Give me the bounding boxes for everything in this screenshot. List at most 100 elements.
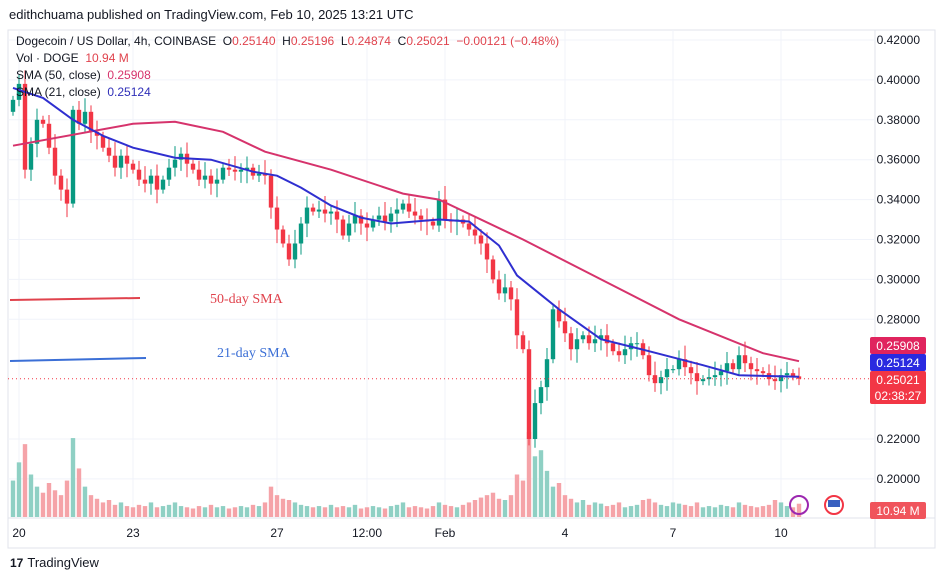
candle-body [484, 243, 490, 260]
volume-bar [118, 502, 124, 517]
candle-body [712, 375, 718, 378]
candle-body [604, 335, 610, 344]
candle-body [466, 223, 472, 230]
last-price-label: 0.25021 [876, 373, 920, 387]
volume-bar [520, 480, 526, 517]
volume-bar [730, 507, 736, 517]
volume-bar [46, 483, 52, 517]
candle-body [658, 377, 664, 384]
candle-body [694, 373, 700, 382]
volume-bar [16, 462, 22, 517]
volume-bar [220, 506, 226, 517]
volume-bar [454, 507, 460, 517]
candle-body [34, 119, 40, 144]
candle-body [352, 215, 358, 224]
volume-bar [34, 486, 40, 517]
change-value: −0.00121 (−0.48%) [456, 34, 560, 48]
x-tick-label: Feb [435, 526, 456, 540]
candle-body [388, 213, 394, 222]
candle-body [16, 83, 22, 100]
volume-bar [376, 507, 382, 517]
high-label: H [282, 34, 291, 48]
sma50-annotation-text: 50-day SMA [210, 292, 284, 307]
volume-bar [562, 495, 568, 517]
volume-bar [112, 504, 118, 517]
candle-body [28, 143, 34, 170]
volume-bar [370, 506, 376, 517]
candle-body [232, 169, 238, 172]
candle-body [118, 155, 124, 168]
volume-bar [142, 506, 148, 517]
candle-body [478, 235, 484, 244]
candle-body [226, 167, 232, 170]
volume-bar [358, 508, 364, 517]
volume-bar [100, 502, 106, 517]
volume-bar [106, 500, 112, 517]
candle-body [550, 309, 556, 360]
volume-bar [262, 502, 268, 517]
volume-bar [226, 508, 232, 517]
volume-bar [94, 498, 100, 517]
volume-bar [592, 502, 598, 517]
volume-legend: Vol · DOGE 10.94 M [16, 51, 129, 65]
candle-body [562, 321, 568, 334]
volume-bar [436, 502, 442, 517]
candle-body [256, 173, 262, 176]
sma50-line [12, 120, 800, 363]
volume-bar [184, 507, 190, 517]
candle-body [64, 189, 70, 204]
candle-body [70, 109, 76, 204]
candle-body [340, 219, 346, 236]
volume-bar [646, 498, 652, 517]
candle-body [682, 359, 688, 368]
sma21-price-label: 0.25124 [876, 356, 920, 370]
volume-bar [232, 507, 238, 517]
volume-bar [382, 508, 388, 517]
volume-bar [400, 502, 406, 517]
candle-body [568, 333, 574, 350]
candle-body [646, 355, 652, 376]
y-tick-label: 0.22000 [877, 432, 921, 446]
volume-bar [634, 504, 640, 517]
candle-body [364, 223, 370, 228]
last-price-label: 02:38:27 [875, 389, 922, 403]
volume-bar [538, 450, 544, 517]
volume-bar [130, 507, 136, 517]
volume-bar [190, 508, 196, 517]
candle-body [316, 209, 322, 212]
volume-bar [748, 506, 754, 517]
volume-bar [352, 504, 358, 517]
last-price-label-bg [870, 371, 926, 404]
x-tick-label: 20 [12, 526, 26, 540]
volume-bar [604, 506, 610, 517]
candle-body [634, 343, 640, 345]
candle-body [778, 375, 784, 382]
volume-bar [796, 503, 802, 517]
volume-bar [70, 438, 76, 517]
candle-body [94, 131, 100, 136]
tradingview-logo[interactable]: 17 TradingView [10, 555, 99, 570]
y-tick-label: 0.36000 [877, 153, 921, 167]
volume-bar [316, 506, 322, 517]
volume-bar [334, 507, 340, 517]
candle-body [58, 175, 64, 190]
candle-body [760, 371, 766, 374]
candle-body [586, 335, 592, 344]
volume-bar [448, 506, 454, 517]
candle-body [334, 211, 340, 220]
volume-bar [490, 492, 496, 517]
sma50-label: SMA (50, close) [16, 68, 101, 82]
volume-price-label: 10.94 M [876, 504, 919, 518]
candle-body [472, 229, 478, 236]
volume-bar [712, 507, 718, 517]
volume-bar [670, 502, 676, 517]
candle-body [208, 175, 214, 184]
volume-bar [406, 507, 412, 517]
volume-bar [484, 495, 490, 517]
symbol-name: Dogecoin / US Dollar, 4h, COINBASE [16, 34, 217, 48]
candle-body [304, 207, 310, 224]
volume-value: 10.94 M [85, 51, 129, 65]
volume-bar [628, 506, 634, 517]
